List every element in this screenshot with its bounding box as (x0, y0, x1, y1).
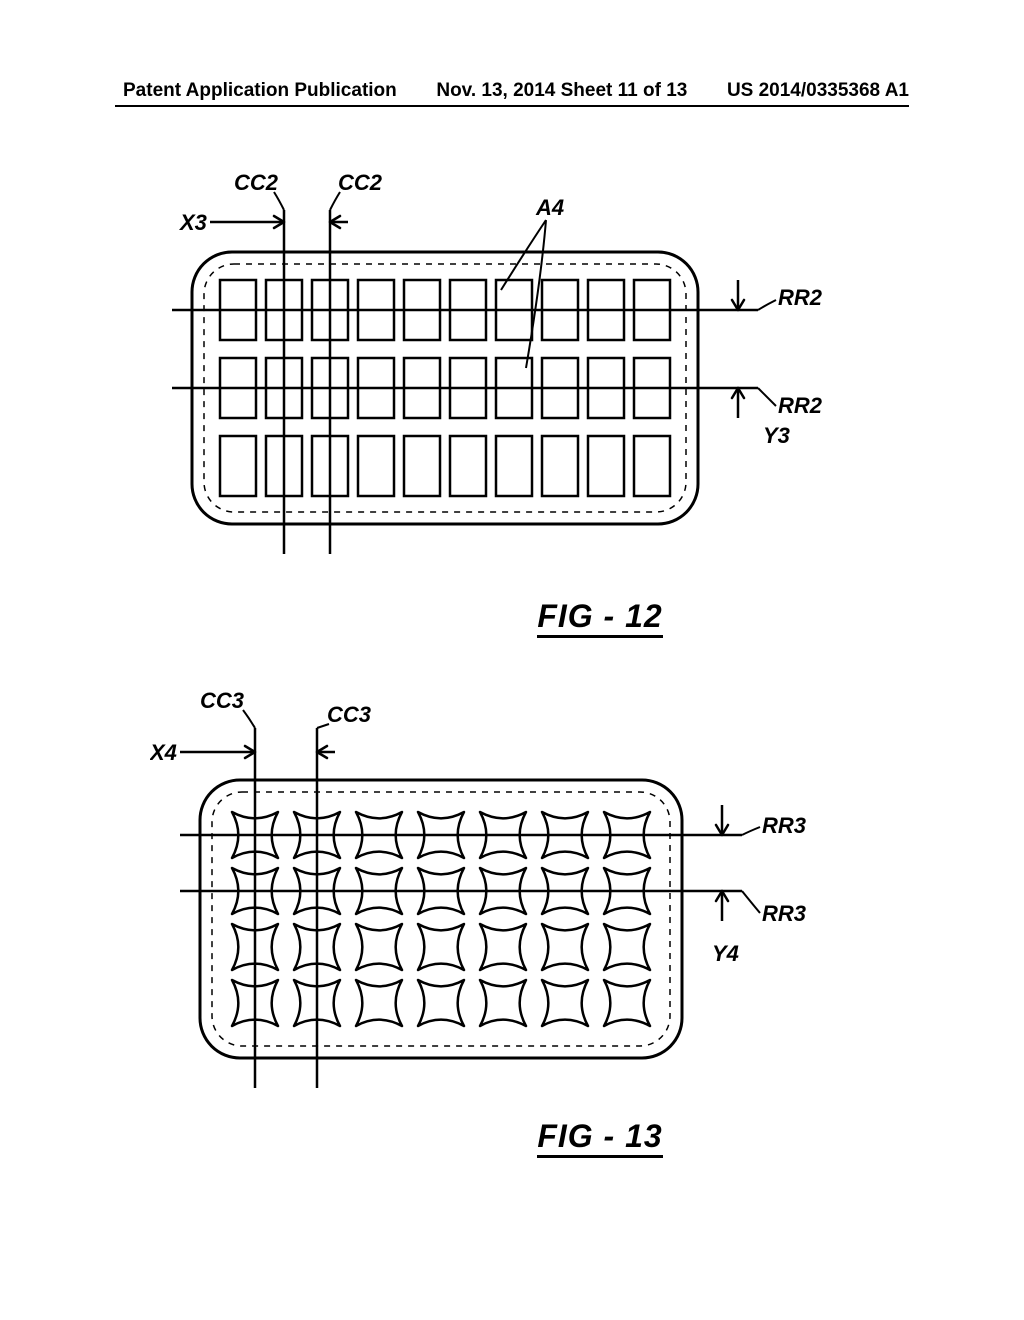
svg-text:RR3: RR3 (762, 901, 806, 926)
header-left: Patent Application Publication (123, 80, 397, 102)
svg-text:RR2: RR2 (778, 285, 823, 310)
header-center: Nov. 13, 2014 Sheet 11 of 13 (436, 80, 687, 102)
svg-text:CC2: CC2 (338, 170, 383, 195)
figure-12-container: X3 CC2 CC2 A4 Y3 RR2 RR2 FIG - 12 (150, 170, 890, 638)
figure-13-container: X4 CC3 CC3 Y4 RR3 RR3 FIG - 13 (150, 680, 890, 1158)
svg-text:RR2: RR2 (778, 393, 823, 418)
svg-text:Y3: Y3 (763, 423, 790, 448)
svg-text:X3: X3 (178, 210, 207, 235)
page-header: Patent Application Publication Nov. 13, … (0, 80, 1024, 102)
svg-text:Y4: Y4 (712, 941, 739, 966)
svg-text:CC3: CC3 (200, 688, 244, 713)
svg-text:X4: X4 (150, 740, 177, 765)
header-right: US 2014/0335368 A1 (727, 80, 909, 102)
svg-text:CC2: CC2 (234, 170, 279, 195)
figure-13-svg: X4 CC3 CC3 Y4 RR3 RR3 (150, 680, 890, 1110)
header-rule (115, 105, 909, 107)
svg-text:CC3: CC3 (327, 702, 371, 727)
svg-text:A4: A4 (535, 195, 564, 220)
svg-text:RR3: RR3 (762, 813, 806, 838)
figure-13-caption: FIG - 13 (537, 1118, 662, 1158)
figure-12-svg: X3 CC2 CC2 A4 Y3 RR2 RR2 (150, 170, 890, 590)
figure-12-caption: FIG - 12 (537, 598, 662, 638)
